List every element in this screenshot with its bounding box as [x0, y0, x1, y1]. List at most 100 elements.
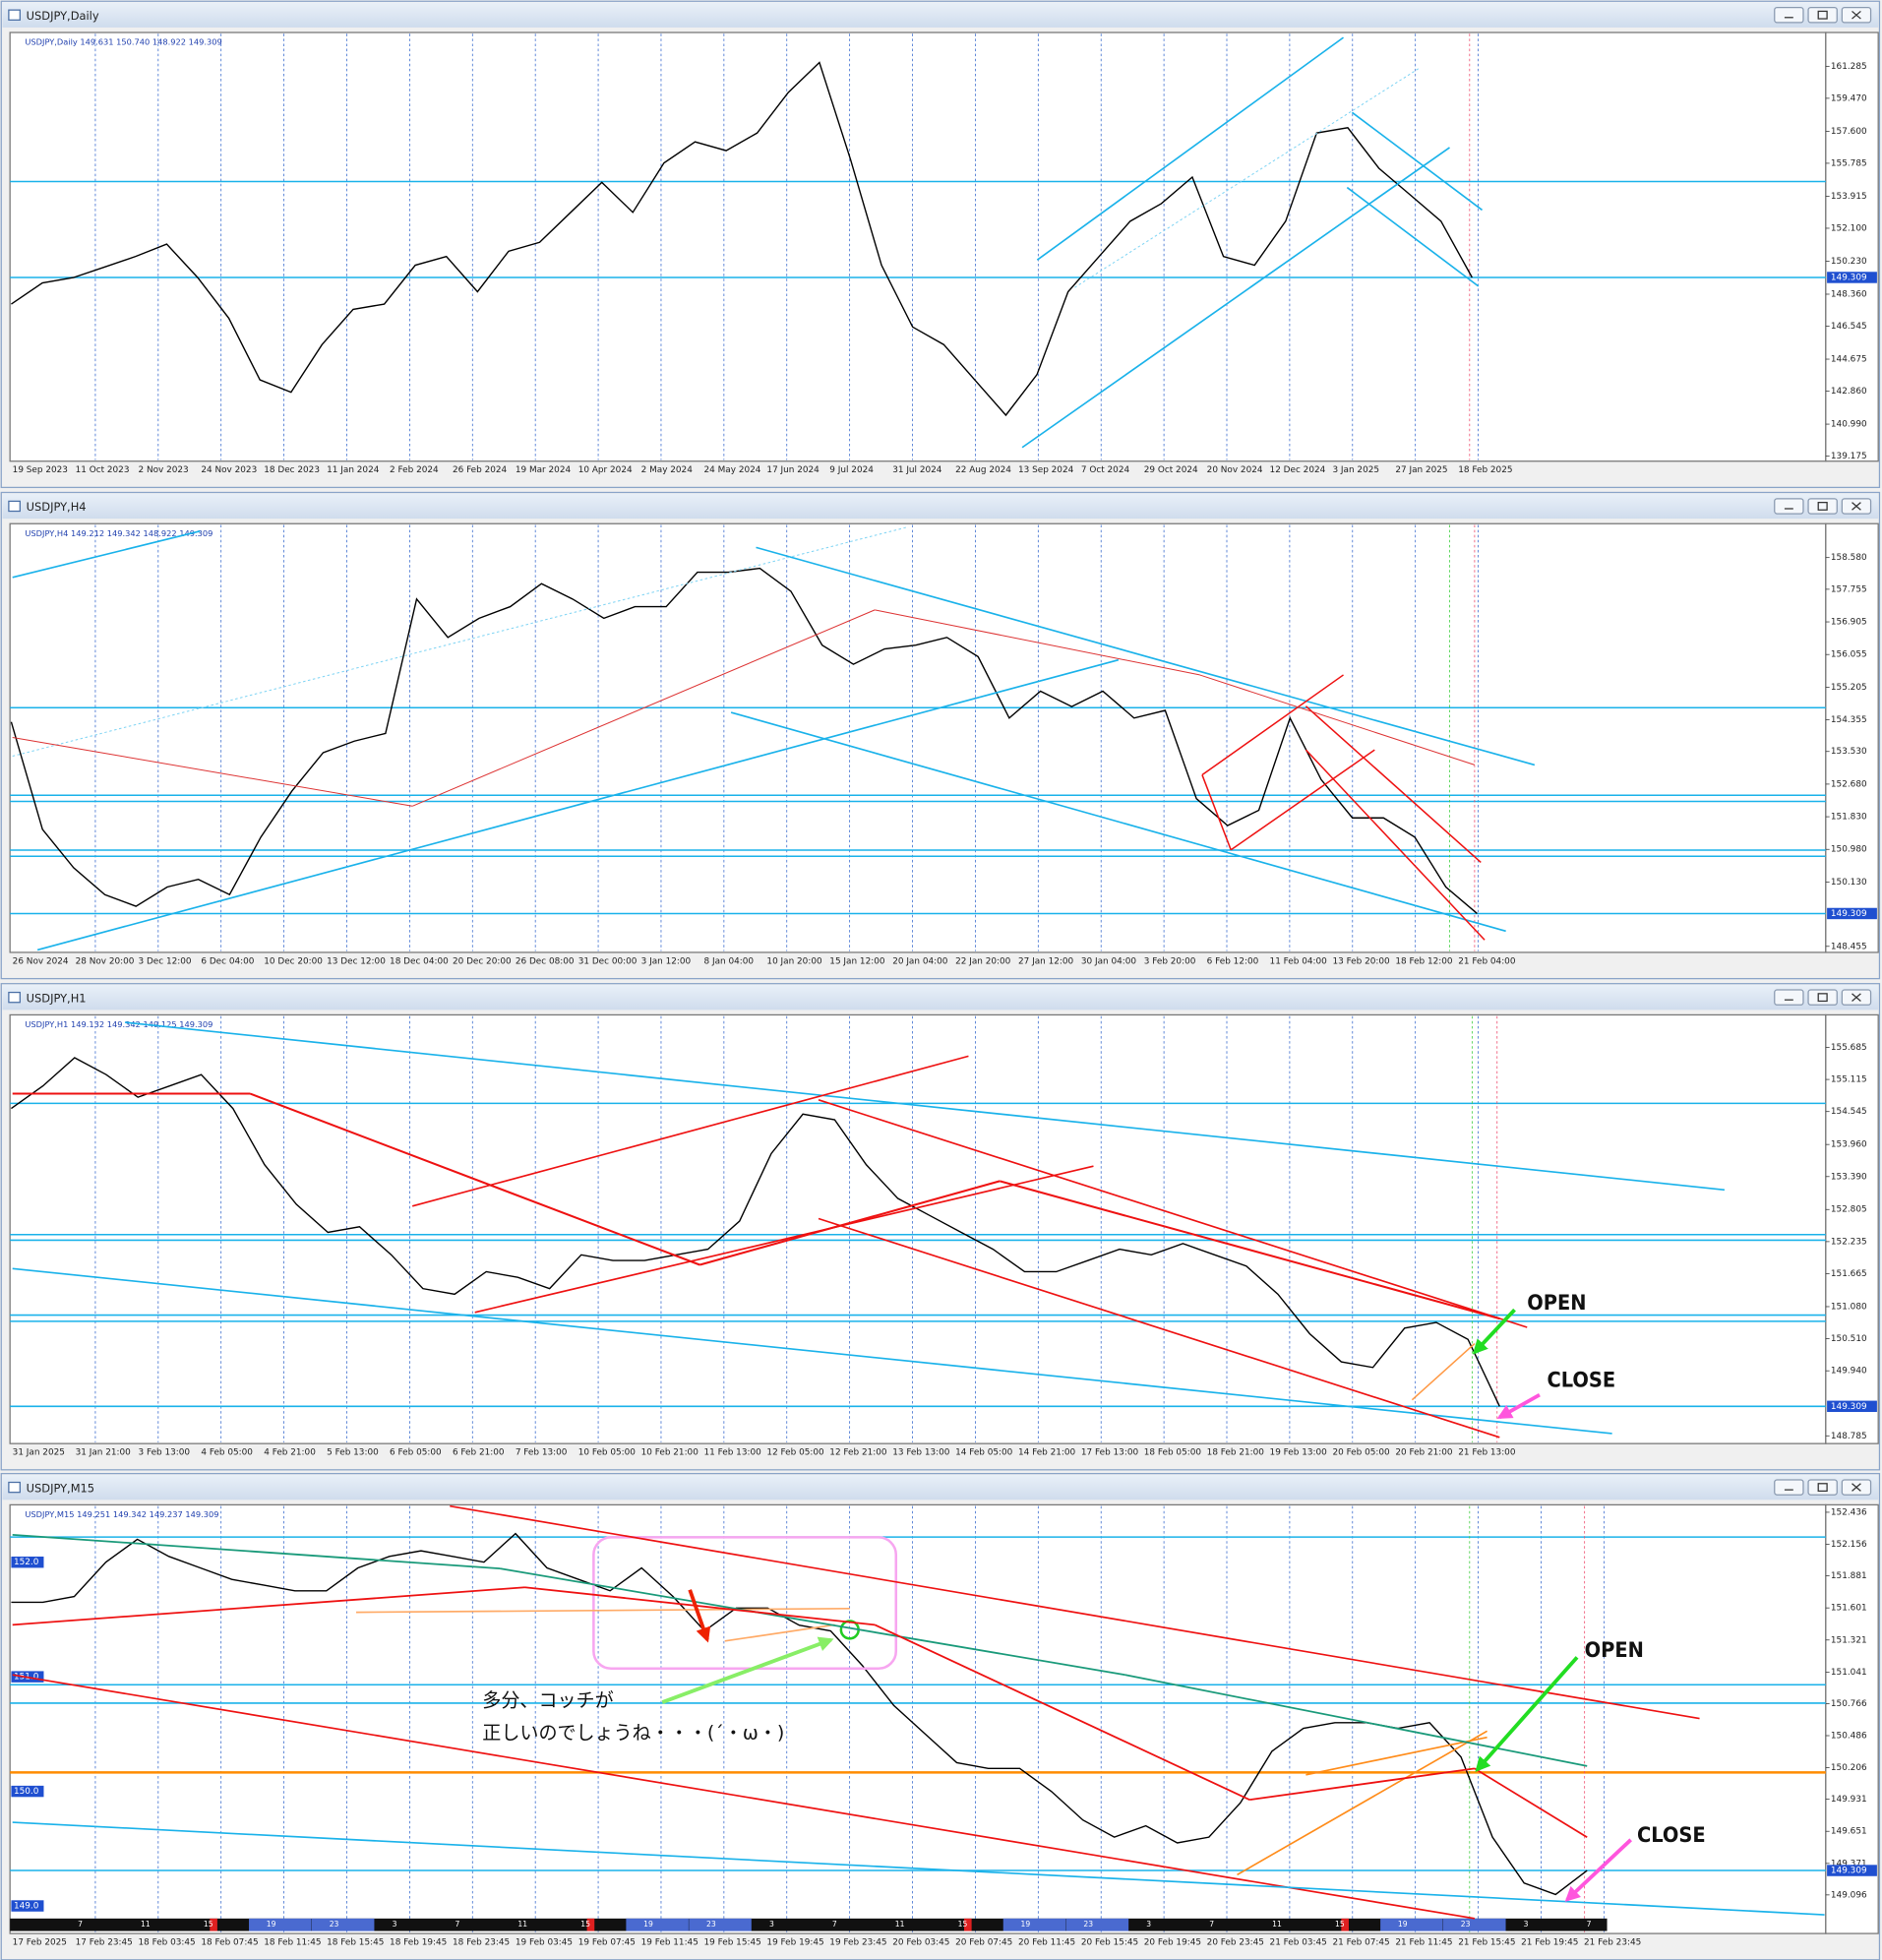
arrow — [1496, 1392, 1541, 1420]
x-tick-label: 31 Jan 2025 — [13, 1448, 65, 1458]
y-tick-label: 155.205 — [1831, 683, 1867, 693]
trend-line — [724, 1623, 835, 1642]
chart-info: USDJPY,H1 149.132 149.342 149.125 149.30… — [25, 1019, 212, 1029]
x-tick-label: 11 Oct 2023 — [76, 465, 130, 475]
chart-window: USDJPY,M15 17 Feb 2025 17 Feb 23:45 18 Feb … — [0, 1472, 1881, 1960]
y-tick-label: 151.080 — [1831, 1302, 1867, 1312]
session-hour: 23 — [1083, 1920, 1093, 1929]
minimize-button[interactable] — [1774, 989, 1804, 1006]
maximize-button[interactable] — [1807, 6, 1838, 24]
y-tick-label: 144.675 — [1831, 355, 1867, 365]
y-tick-label: 150.510 — [1831, 1334, 1867, 1344]
maximize-button[interactable] — [1807, 1479, 1838, 1496]
current-price-box — [1827, 1865, 1877, 1876]
y-tick-label: 151.830 — [1831, 813, 1867, 823]
session-hour: 7 — [832, 1920, 837, 1929]
x-tick-label: 24 May 2024 — [704, 465, 761, 475]
x-tick-label: 10 Feb 05:00 — [578, 1448, 637, 1458]
x-tick-label: 20 Dec 20:00 — [453, 956, 512, 966]
round-level-label: 152.0 — [14, 1558, 39, 1567]
y-tick-label: 153.530 — [1831, 747, 1867, 757]
annotation: CLOSE — [1548, 1369, 1616, 1393]
current-price-box — [1827, 1400, 1877, 1413]
y-tick-label: 149.096 — [1831, 1890, 1867, 1900]
session-segment — [626, 1918, 689, 1931]
y-tick-label: 153.390 — [1831, 1172, 1867, 1182]
session-hour: 19 — [267, 1920, 276, 1929]
round-level-box — [11, 1900, 44, 1912]
trend-line — [249, 1092, 700, 1266]
trend-line — [1237, 1730, 1488, 1876]
x-tick-label: 3 Feb 20:00 — [1144, 956, 1196, 966]
x-tick-label: 6 Feb 12:00 — [1207, 956, 1259, 966]
y-tick-label: 159.470 — [1831, 93, 1867, 103]
minimize-button[interactable] — [1774, 1479, 1804, 1496]
button-glyph — [1817, 1483, 1828, 1493]
y-tick-label: 149.940 — [1831, 1367, 1867, 1377]
session-hour: 15 — [1335, 1920, 1345, 1929]
trend-line — [1249, 1767, 1476, 1802]
x-tick-label: 26 Nov 2024 — [13, 956, 69, 966]
trend-line — [756, 546, 1536, 766]
current-price-label: 149.309 — [1831, 1402, 1867, 1412]
minimize-button[interactable] — [1774, 6, 1804, 24]
annotation: CLOSE — [1637, 1823, 1706, 1848]
annotation: OPEN — [1585, 1638, 1644, 1663]
trend-line — [499, 1567, 1125, 1677]
round-level-label: 150.0 — [14, 1787, 39, 1797]
button-glyph — [1852, 10, 1861, 20]
session-hour: 7 — [455, 1920, 459, 1929]
x-tick-label: 17 Feb 13:00 — [1081, 1448, 1139, 1458]
minimize-button[interactable] — [1774, 498, 1804, 515]
trend-line — [12, 526, 907, 757]
annotation: 多分、コッチが — [482, 1689, 613, 1711]
x-tick-label: 13 Sep 2024 — [1018, 465, 1074, 475]
x-tick-label: 20 Feb 11:45 — [1018, 1937, 1075, 1947]
title-bar — [2, 1474, 1879, 1501]
price-axis — [1825, 1013, 1879, 1444]
y-tick-label: 154.355 — [1831, 715, 1867, 725]
session-segment — [311, 1918, 375, 1931]
x-tick-label: 15 Jan 12:00 — [829, 956, 885, 966]
y-tick-label: 153.960 — [1831, 1140, 1867, 1150]
maximize-button[interactable] — [1807, 989, 1838, 1006]
x-tick-label: 28 Nov 20:00 — [76, 956, 135, 966]
session-hour: 11 — [895, 1920, 905, 1929]
maximize-button[interactable] — [1807, 498, 1838, 515]
trend-line — [1305, 705, 1482, 864]
x-tick-label: 17 Feb 23:45 — [76, 1937, 133, 1947]
y-tick-label: 150.486 — [1831, 1731, 1867, 1741]
session-hour: 7 — [1209, 1920, 1214, 1929]
x-tick-label: 10 Apr 2024 — [578, 465, 633, 475]
x-tick-label: 18 Feb 21:00 — [1207, 1448, 1265, 1458]
y-tick-label: 155.785 — [1831, 158, 1867, 168]
price-axis — [1825, 522, 1879, 953]
chart-window: USDJPY,H4 26 Nov 2024 28 Nov 20:00 3 Dec 12… — [0, 491, 1881, 980]
y-tick-label: 148.785 — [1831, 1432, 1867, 1441]
session-segment — [1065, 1918, 1129, 1931]
x-tick-label: 6 Dec 04:00 — [201, 956, 254, 966]
session-segment — [1443, 1918, 1506, 1931]
session-hour: 3 — [1524, 1920, 1529, 1929]
price-line — [10, 567, 1478, 914]
session-hour: 19 — [1398, 1920, 1408, 1929]
trend-line — [1201, 674, 1344, 776]
x-tick-label: 14 Feb 05:00 — [955, 1448, 1013, 1458]
x-tick-label: 3 Jan 2025 — [1332, 465, 1379, 475]
y-tick-label: 139.175 — [1831, 452, 1867, 461]
title-bar — [2, 984, 1879, 1011]
x-tick-label: 18 Feb 03:45 — [138, 1937, 195, 1947]
y-tick-label: 152.235 — [1831, 1237, 1867, 1247]
x-tick-label: 12 Feb 21:00 — [829, 1448, 887, 1458]
y-tick-label: 148.455 — [1831, 942, 1867, 951]
x-tick-label: 2 May 2024 — [641, 465, 694, 475]
y-tick-label: 149.371 — [1831, 1859, 1867, 1868]
x-tick-label: 7 Feb 13:00 — [516, 1448, 568, 1458]
window-icon — [8, 991, 21, 1004]
x-tick-label: 31 Dec 00:00 — [578, 956, 637, 966]
chart-window: USDJPY,Daily 19 Sep 2023 11 Oct 2023 2 Nov … — [0, 0, 1881, 489]
x-tick-label: 19 Mar 2024 — [516, 465, 572, 475]
session-segment — [586, 1918, 595, 1931]
trend-line — [1199, 674, 1476, 766]
x-tick-label: 18 Feb 19:45 — [390, 1937, 447, 1947]
